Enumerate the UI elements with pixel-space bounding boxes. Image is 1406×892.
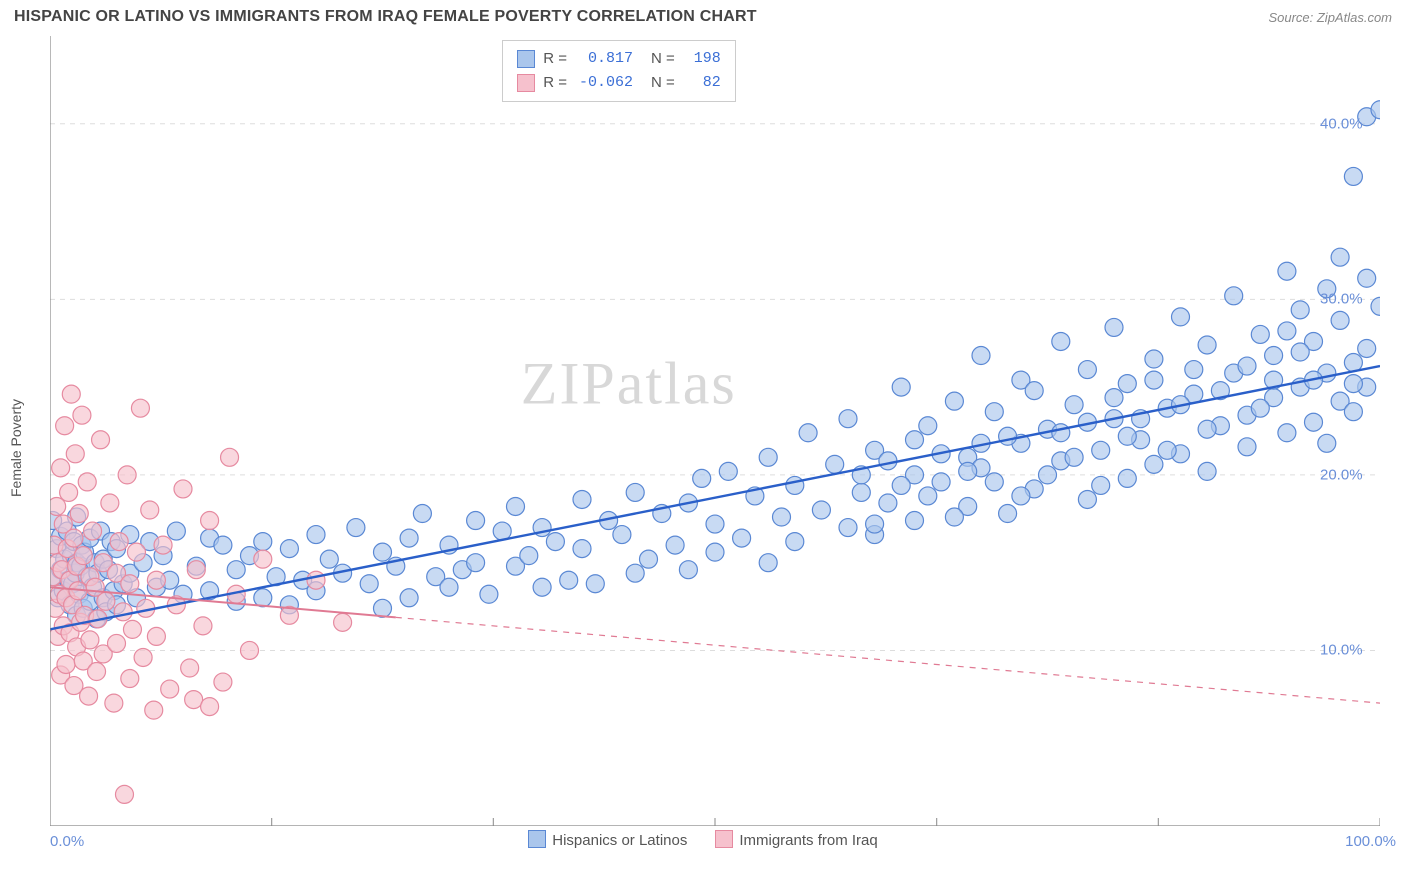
- stats-row: R = 0.817 N = 198: [517, 47, 721, 71]
- yaxis-label: Female Poverty: [8, 399, 24, 497]
- n-value: 82: [683, 71, 721, 95]
- legend-swatch: [517, 50, 535, 68]
- plot-area: ZIPatlas R =0.817N =198R =-0.062N =82 10…: [50, 36, 1396, 826]
- legend-bottom: Hispanics or Latinos Immigrants from Iraq: [0, 830, 1406, 849]
- legend-item: Immigrants from Iraq: [715, 830, 877, 849]
- r-value: 0.817: [575, 47, 633, 71]
- legend-label: Hispanics or Latinos: [552, 832, 687, 849]
- n-label: N =: [651, 47, 675, 71]
- chart-title: HISPANIC OR LATINO VS IMMIGRANTS FROM IR…: [14, 8, 757, 26]
- ytick-label: 10.0%: [1320, 642, 1363, 659]
- ytick-label: 20.0%: [1320, 466, 1363, 483]
- ytick-label: 30.0%: [1320, 291, 1363, 308]
- r-value: -0.062: [575, 71, 633, 95]
- legend-swatch: [528, 830, 546, 848]
- stats-row: R = -0.062 N = 82: [517, 71, 721, 95]
- r-label: R =: [543, 47, 567, 71]
- ytick-label: 40.0%: [1320, 115, 1363, 132]
- scatter-chart: [50, 36, 1380, 826]
- n-label: N =: [651, 71, 675, 95]
- legend-item: Hispanics or Latinos: [528, 830, 687, 849]
- legend-swatch: [517, 74, 535, 92]
- n-value: 198: [683, 47, 721, 71]
- series-hispanics: [50, 101, 1380, 628]
- legend-label: Immigrants from Iraq: [739, 832, 877, 849]
- stats-legend-box: R = 0.817 N = 198 R = -0.062 N = 82: [502, 40, 736, 102]
- legend-swatch: [715, 830, 733, 848]
- source-label: Source: ZipAtlas.com: [1268, 10, 1392, 25]
- r-label: R =: [543, 71, 567, 95]
